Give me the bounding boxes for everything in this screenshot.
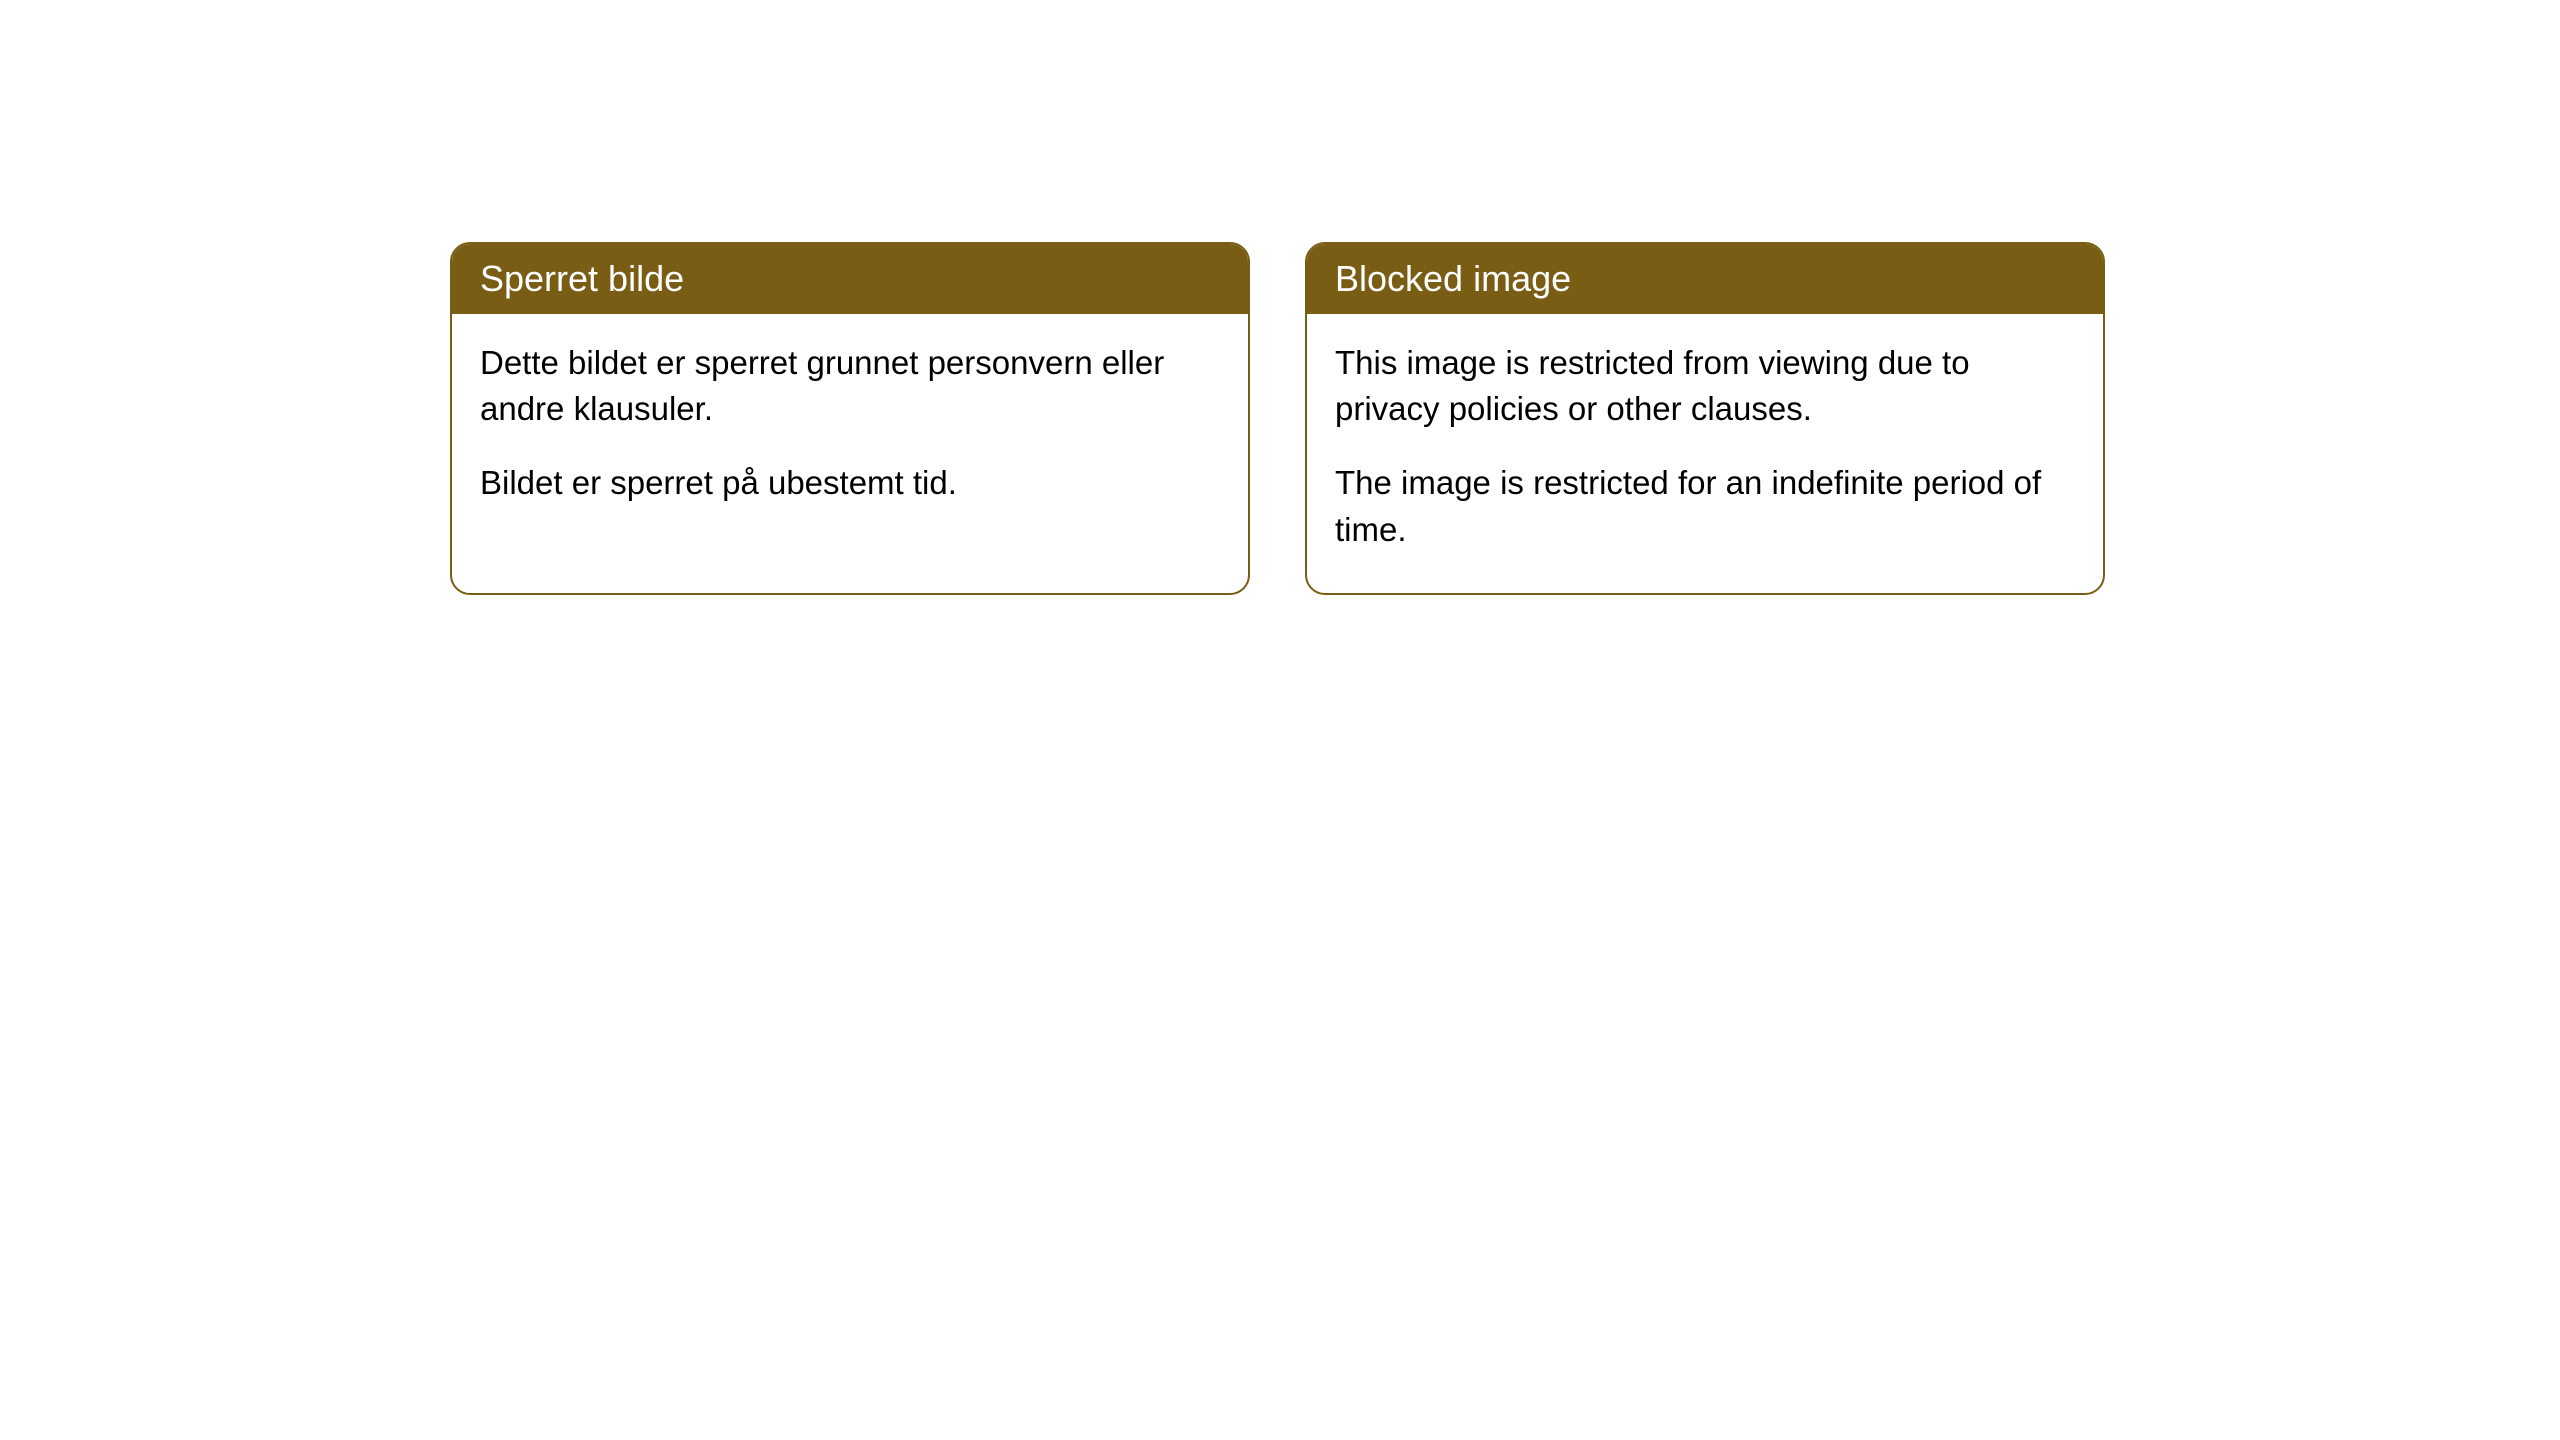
card-body: This image is restricted from viewing du… xyxy=(1307,314,2103,593)
card-title: Sperret bilde xyxy=(480,258,684,299)
card-paragraph: This image is restricted from viewing du… xyxy=(1335,340,2075,432)
card-header: Blocked image xyxy=(1307,244,2103,314)
card-paragraph: Dette bildet er sperret grunnet personve… xyxy=(480,340,1220,432)
blocked-image-card-norwegian: Sperret bilde Dette bildet er sperret gr… xyxy=(450,242,1250,595)
card-paragraph: Bildet er sperret på ubestemt tid. xyxy=(480,460,1220,506)
card-paragraph: The image is restricted for an indefinit… xyxy=(1335,460,2075,552)
card-title: Blocked image xyxy=(1335,258,1571,299)
card-header: Sperret bilde xyxy=(452,244,1248,314)
cards-container: Sperret bilde Dette bildet er sperret gr… xyxy=(450,242,2105,595)
blocked-image-card-english: Blocked image This image is restricted f… xyxy=(1305,242,2105,595)
card-body: Dette bildet er sperret grunnet personve… xyxy=(452,314,1248,547)
